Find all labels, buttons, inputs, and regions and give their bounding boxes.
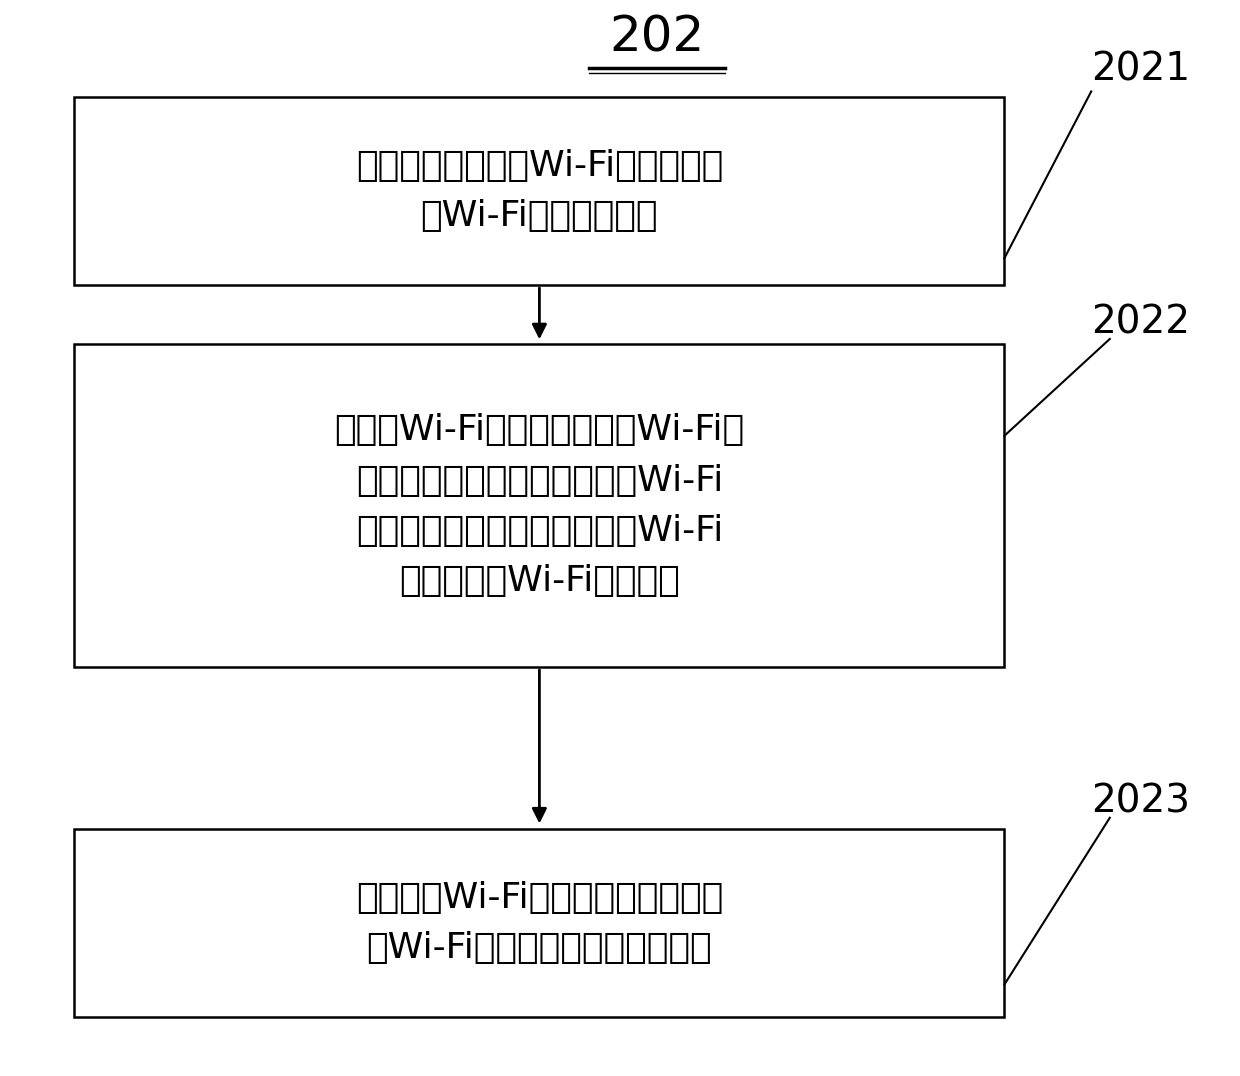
Bar <box>74 97 1004 285</box>
Text: 2023: 2023 <box>1091 782 1190 821</box>
Bar <box>74 829 1004 1017</box>
Text: 2022: 2022 <box>1091 303 1190 342</box>
Text: 根据所述Wi-Fi基站信息查找对应所
述Wi-Fi基站信息的线下站点信息: 根据所述Wi-Fi基站信息查找对应所 述Wi-Fi基站信息的线下站点信息 <box>356 880 723 965</box>
Text: 202: 202 <box>610 14 704 61</box>
Text: 获取各线下站点的Wi-Fi基站信息形
成Wi-Fi基站信息集合: 获取各线下站点的Wi-Fi基站信息形 成Wi-Fi基站信息集合 <box>356 148 723 233</box>
Text: 2021: 2021 <box>1091 51 1190 89</box>
Bar <box>74 344 1004 667</box>
Text: 将所述Wi-Fi数据信息与所述Wi-Fi基
站信息集合进行匹配，从所述Wi-Fi
基站信息集合中确定对应所述Wi-Fi
数据信息的Wi-Fi基站信息: 将所述Wi-Fi数据信息与所述Wi-Fi基 站信息集合进行匹配，从所述Wi-Fi… <box>335 413 744 598</box>
